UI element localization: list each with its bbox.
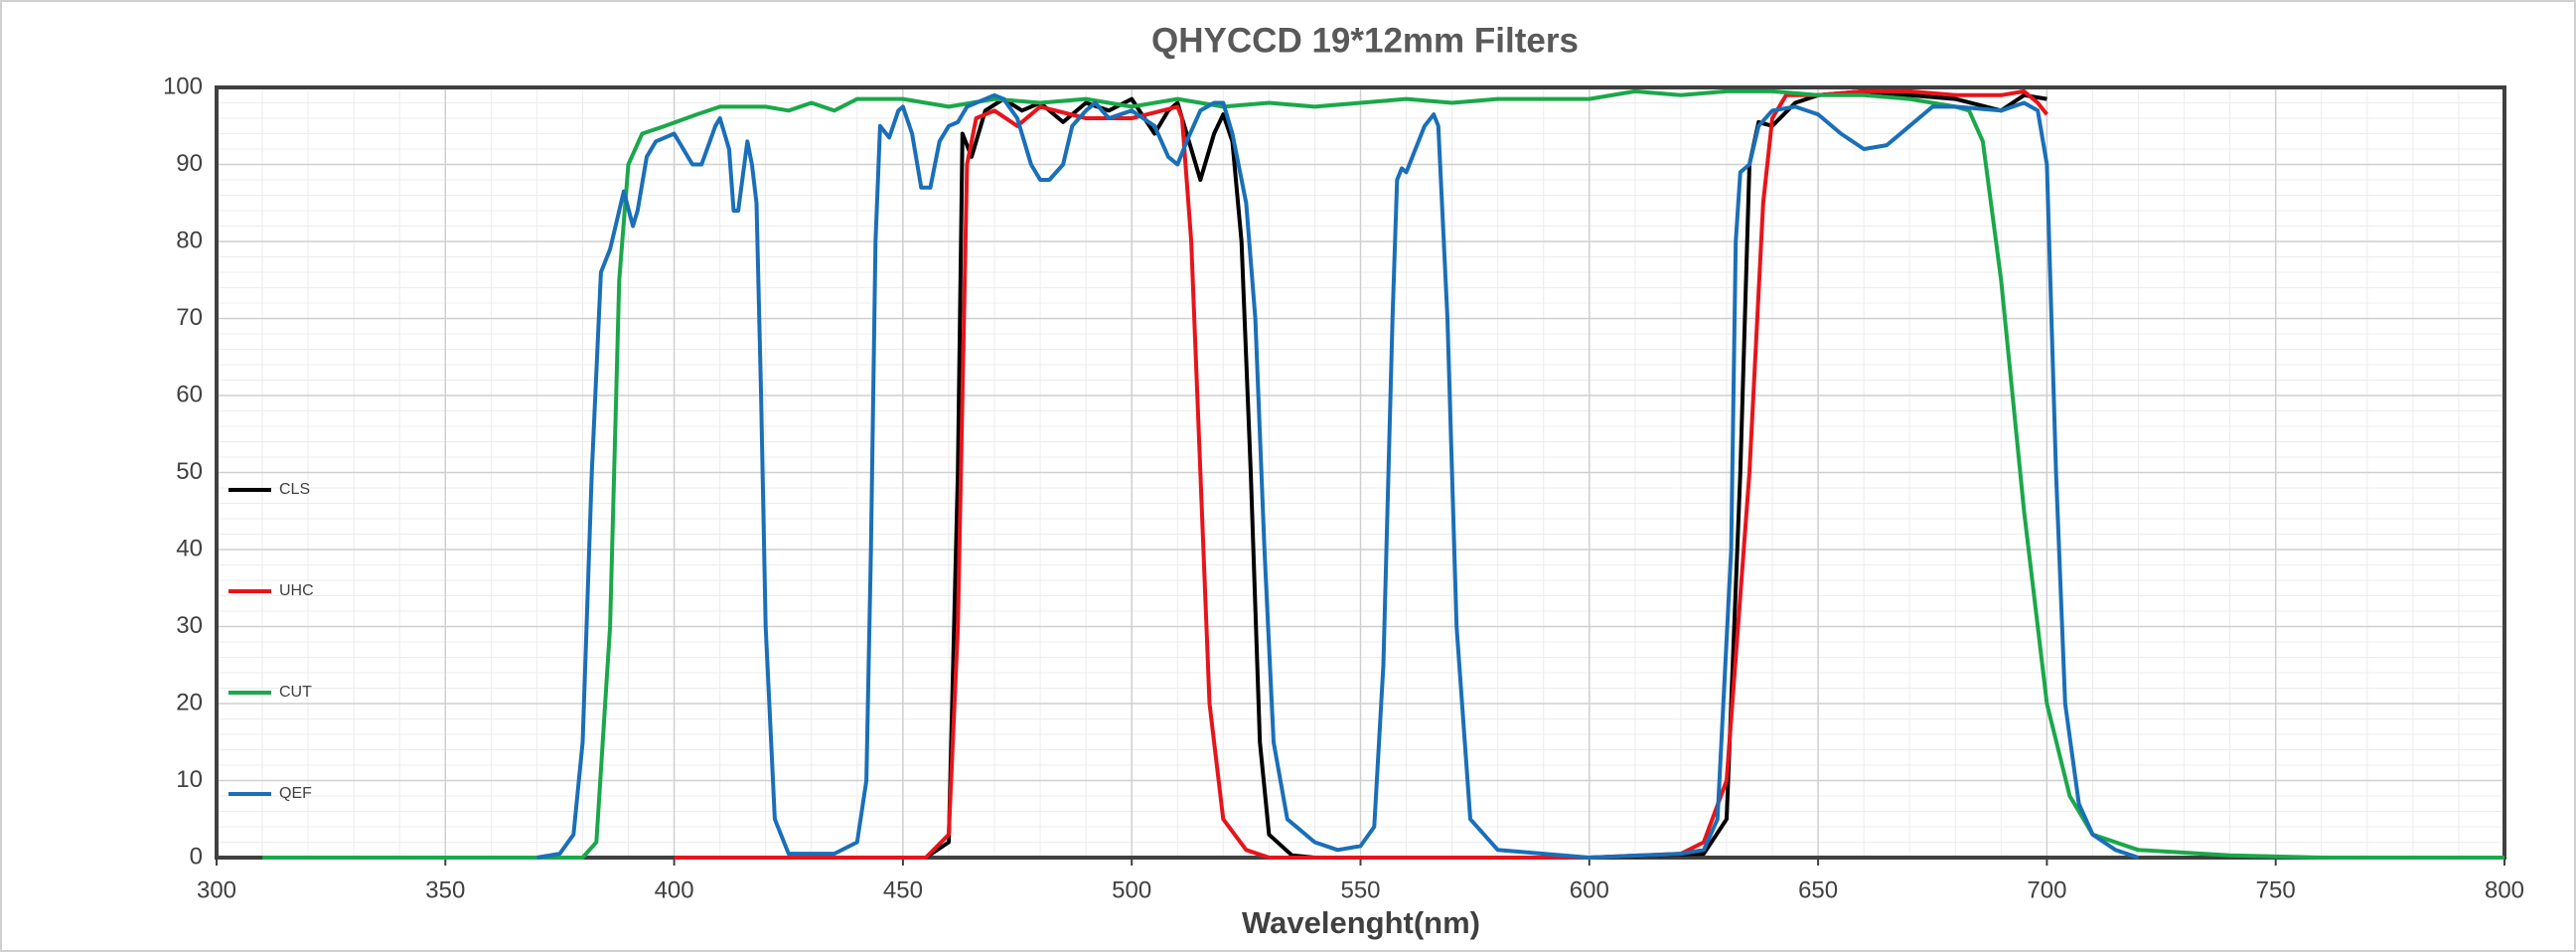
legend-label: CUT [279,684,312,701]
chart-title: QHYCCD 19*12mm Filters [1151,21,1579,60]
x-tick-label: 700 [2027,876,2066,903]
y-tick-label: 0 [190,843,203,870]
y-tick-label: 100 [163,73,203,99]
x-tick-label: 600 [1570,876,1609,903]
y-tick-label: 30 [176,612,203,639]
y-tick-label: 80 [176,227,203,253]
y-tick-label: 20 [176,689,203,715]
x-tick-label: 550 [1340,876,1380,903]
y-tick-label: 70 [176,304,203,331]
x-tick-label: 650 [1798,876,1838,903]
legend-label: CLS [279,481,310,498]
x-axis-label: Wavelenght(nm) [1242,905,1480,940]
y-tick-label: 50 [176,458,203,485]
series-line [262,88,2504,860]
series-line [674,88,2048,860]
x-tick-label: 750 [2256,876,2296,903]
x-tick-label: 300 [197,876,236,903]
x-tick-label: 400 [655,876,694,903]
y-tick-label: 10 [176,766,203,793]
legend-label: QEF [279,785,312,802]
legend-label: UHC [279,582,314,599]
x-tick-label: 800 [2485,876,2524,903]
x-tick-label: 350 [425,876,465,903]
x-tick-label: 450 [883,876,923,903]
x-tick-label: 500 [1112,876,1151,903]
y-tick-label: 90 [176,150,203,177]
y-tick-label: 60 [176,381,203,407]
series-line [536,92,2140,860]
y-tick-label: 40 [176,535,203,561]
